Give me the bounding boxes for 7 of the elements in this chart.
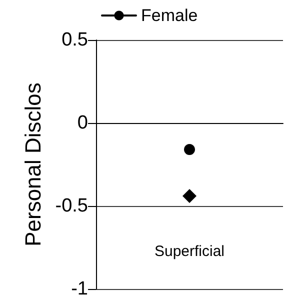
y-tick-label: 0.5 <box>62 30 88 50</box>
y-tick-label: -1 <box>71 278 88 300</box>
y-tick-label: -0.5 <box>55 196 88 216</box>
y-axis-title: Personal Disclos <box>20 82 46 246</box>
x-tick-label: Superficial <box>154 243 225 260</box>
y-tick-label: 0 <box>77 112 88 134</box>
legend-label: Female <box>141 6 198 25</box>
